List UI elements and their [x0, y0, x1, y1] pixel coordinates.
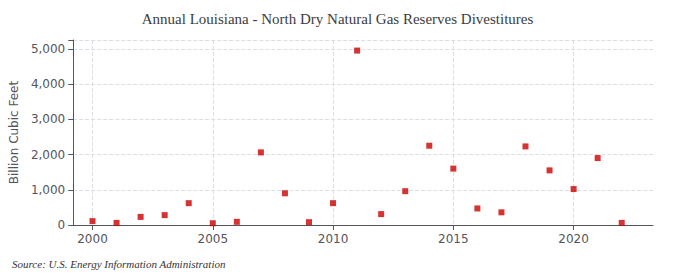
- svg-text:Billion Cubic Feet: Billion Cubic Feet: [7, 81, 21, 185]
- svg-text:1,000: 1,000: [31, 183, 65, 197]
- svg-text:2,000: 2,000: [31, 148, 65, 162]
- svg-text:0: 0: [58, 218, 66, 232]
- svg-text:2020: 2020: [558, 232, 589, 246]
- svg-text:2005: 2005: [198, 232, 229, 246]
- svg-text:2000: 2000: [77, 232, 108, 246]
- svg-text:3,000: 3,000: [31, 112, 65, 126]
- svg-text:4,000: 4,000: [31, 77, 65, 91]
- svg-text:2015: 2015: [438, 232, 469, 246]
- svg-text:Annual Louisiana - North Dry N: Annual Louisiana - North Dry Natural Gas…: [142, 11, 534, 27]
- svg-text:Source: U.S. Energy Informatio: Source: U.S. Energy Information Administ…: [12, 258, 226, 270]
- svg-text:5,000: 5,000: [31, 42, 65, 56]
- svg-text:2010: 2010: [318, 232, 349, 246]
